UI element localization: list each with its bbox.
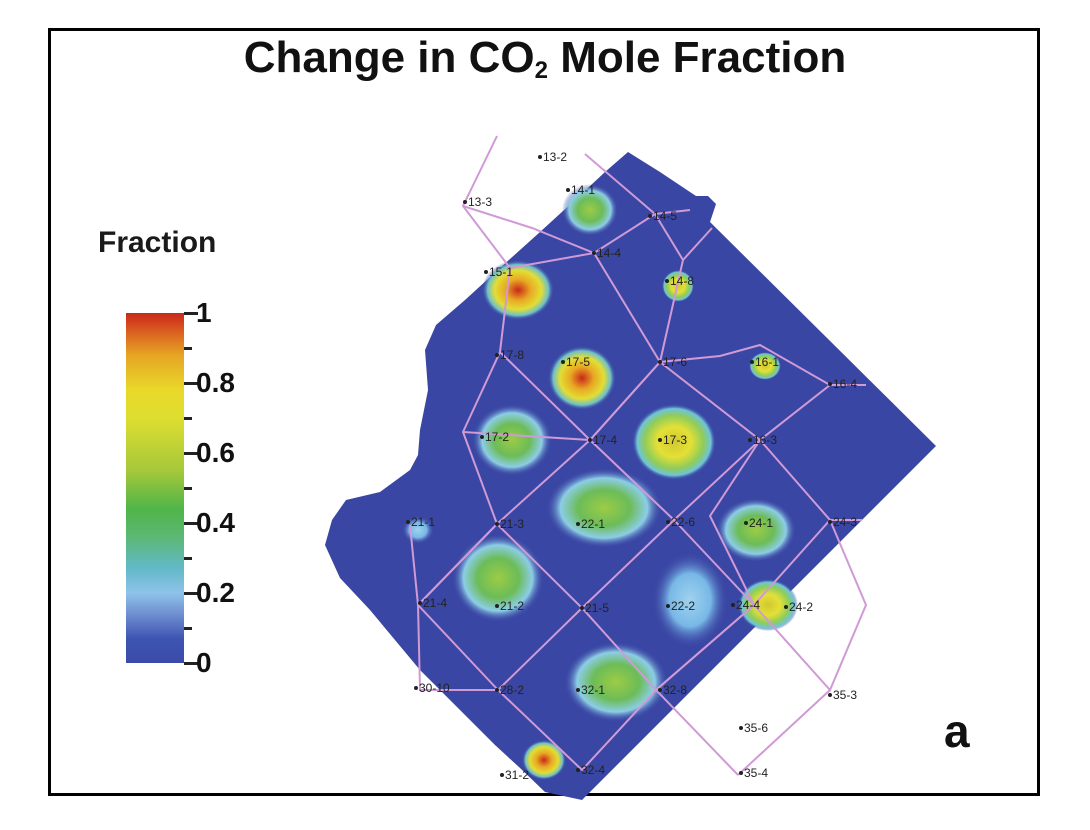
figure-title: Change in CO2 Mole Fraction: [243, 33, 847, 84]
well-label: 24-2: [789, 600, 813, 614]
well-marker: [500, 773, 504, 777]
colorbar-tick: [184, 522, 198, 525]
well-marker: [463, 200, 467, 204]
well-marker: [731, 603, 735, 607]
well-marker: [576, 688, 580, 692]
well-marker: [658, 360, 662, 364]
well-marker: [495, 353, 499, 357]
well-label: 22-1: [581, 517, 605, 531]
well-marker: [406, 520, 410, 524]
well-marker: [495, 522, 499, 526]
colorbar-tick: [184, 312, 198, 315]
legend-title: Fraction: [98, 226, 217, 259]
well-marker: [592, 251, 596, 255]
well-marker: [739, 771, 743, 775]
well-label: 16-3: [753, 433, 777, 447]
well-label: 17-3: [663, 433, 687, 447]
well-label: 17-5: [566, 355, 590, 369]
well-label: 21-5: [585, 601, 609, 615]
well-label: 13-3: [468, 195, 492, 209]
panel-letter: a: [944, 705, 970, 757]
well-marker: [828, 693, 832, 697]
well-marker: [828, 382, 832, 386]
well-label: 17-4: [593, 433, 617, 447]
well-label: 31-2: [505, 768, 529, 782]
well-marker: [495, 604, 499, 608]
colorbar-label: 0.4: [196, 507, 235, 538]
well-label: 35-6: [744, 721, 768, 735]
well-marker: [576, 522, 580, 526]
colorbar-label: 1: [196, 297, 212, 328]
well-marker: [665, 279, 669, 283]
well-label: 22-2: [671, 599, 695, 613]
well-label: 14-1: [571, 183, 595, 197]
well-marker: [658, 688, 662, 692]
well-label: 21-1: [411, 515, 435, 529]
well-marker: [484, 270, 488, 274]
well-label: 16-4: [833, 377, 857, 391]
well-marker: [750, 360, 754, 364]
colorbar-tick: [184, 452, 198, 455]
well-marker: [588, 438, 592, 442]
well-marker: [784, 605, 788, 609]
well-marker: [648, 214, 652, 218]
well-marker: [576, 768, 580, 772]
well-marker: [538, 155, 542, 159]
well-label: 21-4: [423, 596, 447, 610]
well-marker: [495, 688, 499, 692]
well-label: 24-1: [749, 516, 773, 530]
well-label: 14-5: [653, 209, 677, 223]
colorbar-label: 0.2: [196, 577, 235, 608]
well-label: 14-8: [670, 274, 694, 288]
well-label: 24-4: [736, 598, 760, 612]
well-marker: [580, 606, 584, 610]
well-label: 16-1: [755, 355, 779, 369]
well-marker: [666, 604, 670, 608]
well-marker: [480, 435, 484, 439]
well-label: 14-4: [597, 246, 621, 260]
well-marker: [658, 438, 662, 442]
colorbar-label: 0.8: [196, 367, 235, 398]
colorbar-label: 0.6: [196, 437, 235, 468]
colorbar-tick: [184, 417, 192, 420]
colorbar-tick: [184, 592, 198, 595]
well-marker: [414, 686, 418, 690]
well-label: 32-8: [663, 683, 687, 697]
well-markers: [406, 155, 832, 777]
colorbar-tick: [184, 557, 192, 560]
colorbar-tick: [184, 347, 192, 350]
colorbar-tick: [184, 662, 198, 665]
well-marker: [666, 520, 670, 524]
well-label: 21-3: [500, 517, 524, 531]
well-label: 17-6: [663, 355, 687, 369]
colorbar: [126, 313, 184, 663]
well-label: 17-8: [500, 348, 524, 362]
well-marker: [561, 360, 565, 364]
well-label: 30-10: [419, 681, 450, 695]
colorbar-tick: [184, 487, 192, 490]
well-label: 28-2: [500, 683, 524, 697]
well-labels: 13-2 13-3 14-1 14-5 14-4 15-1 14-8 17-8 17-5 17-6…: [411, 150, 857, 782]
well-label: 32-4: [581, 763, 605, 777]
well-label: 17-2: [485, 430, 509, 444]
well-label: 21-2: [500, 599, 524, 613]
well-label: 22-6: [671, 515, 695, 529]
well-label: 35-3: [833, 688, 857, 702]
well-label: 35-4: [744, 766, 768, 780]
well-marker: [566, 188, 570, 192]
well-label: 32-1: [581, 683, 605, 697]
well-label: 13-2: [543, 150, 567, 164]
well-marker: [748, 438, 752, 442]
well-marker: [739, 726, 743, 730]
colorbar-tick: [184, 382, 198, 385]
well-label: 15-1: [489, 265, 513, 279]
well-marker: [828, 520, 832, 524]
colorbar-label: 0: [196, 647, 212, 678]
well-marker: [744, 521, 748, 525]
well-label: 24-3: [833, 515, 857, 529]
well-marker: [418, 601, 422, 605]
colorbar-tick: [184, 627, 192, 630]
